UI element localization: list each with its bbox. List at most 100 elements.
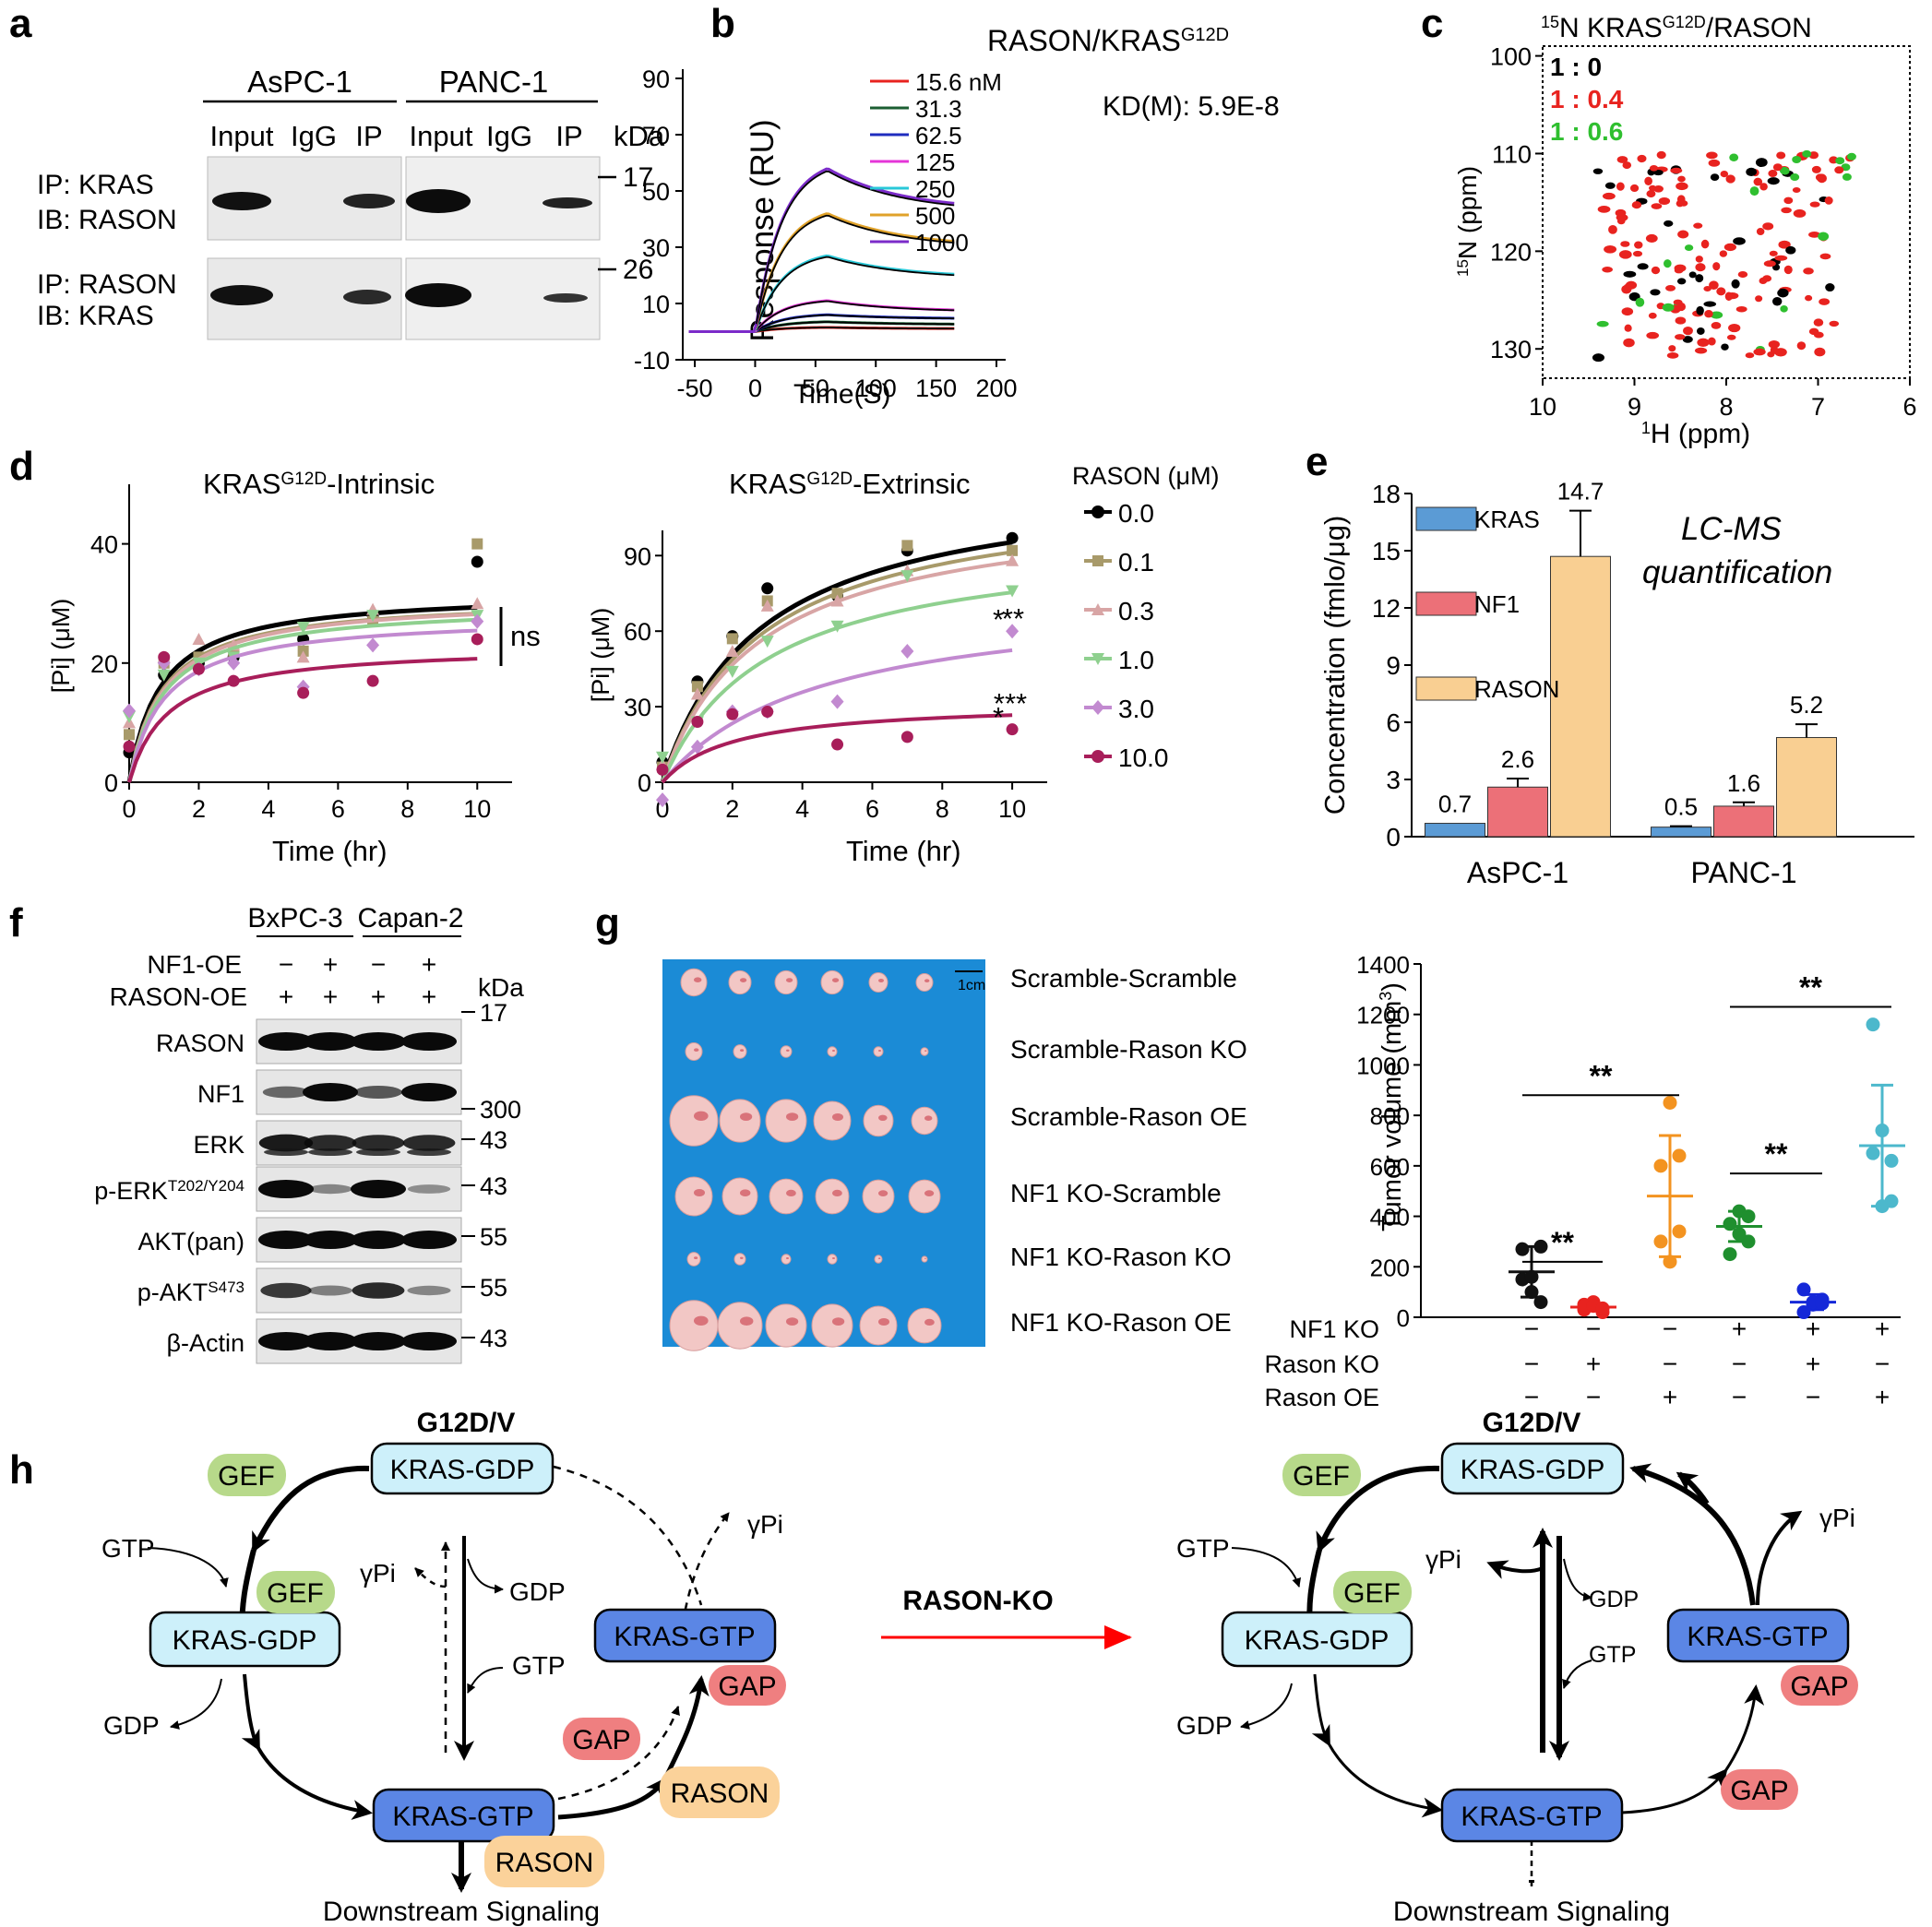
y-tick-label: 20 — [90, 650, 118, 678]
data-point — [1524, 1285, 1539, 1300]
blot-band — [343, 290, 391, 304]
x-tick-label: 10 — [998, 795, 1026, 823]
legend-label: 0.0 — [1118, 499, 1154, 528]
gdp-label: GDP — [509, 1577, 566, 1606]
fit-curve — [127, 628, 478, 783]
x-axis-text: H (ppm) — [1651, 419, 1750, 449]
blot-band — [407, 1184, 451, 1194]
nmr-peak — [1697, 338, 1710, 347]
gdp-release-arrow — [170, 1678, 222, 1730]
blot-name: RASON — [156, 1029, 244, 1057]
nmr-peak — [1695, 274, 1704, 283]
nmr-peak — [1725, 174, 1735, 184]
nmr-peak — [1615, 208, 1627, 217]
tumor — [722, 1177, 758, 1216]
nmr-peak — [1646, 331, 1660, 339]
panel-c: c 15N KRASG12D/RASON 1 : 0 1 : 0.4 1 : 0… — [1421, 1, 1917, 449]
data-point — [1723, 1247, 1737, 1262]
data-point — [831, 738, 844, 751]
nmr-peak — [1726, 334, 1736, 340]
tumor — [815, 1178, 850, 1215]
y-tick-label: 40 — [90, 531, 118, 559]
cycle-arrow — [1629, 1463, 1756, 1606]
nmr-peak — [1682, 336, 1693, 343]
title-main: RASON/KRAS — [987, 24, 1181, 57]
title-isotope: 15 — [1541, 13, 1559, 31]
nmr-peak — [1815, 173, 1825, 182]
data-point — [157, 669, 171, 682]
significance-marker: * — [993, 701, 1004, 733]
nmr-peak — [1825, 283, 1835, 292]
x-axis-label: Time(S) — [793, 379, 891, 410]
nmr-peak — [1703, 285, 1711, 291]
data-point — [830, 594, 844, 607]
panel-g: g 1cm Scramble-Scramble Scramble-Rason K… — [595, 900, 1905, 1411]
nmr-plot-area: 100 110 120 130 10 9 8 7 6 — [1490, 43, 1917, 421]
blot-name: β-Actin — [166, 1329, 244, 1357]
nmr-peak — [1694, 347, 1708, 354]
factor-sign: + — [1875, 1314, 1890, 1343]
blot-band — [212, 192, 271, 210]
nmr-peak — [1716, 287, 1726, 296]
y-tick-label: 800 — [1370, 1102, 1410, 1130]
intrinsic-plot-area: 0 20 40 0 2 4 6 8 10 — [90, 484, 512, 823]
kras-gtp-node — [1440, 1788, 1624, 1843]
cycle-arrow — [1311, 1673, 1330, 1747]
tumor-vessel — [740, 1112, 753, 1121]
tumor — [868, 972, 888, 993]
legend-label: 62.5 — [915, 122, 962, 149]
kd-annotation: KD(M): 5.9E-8 — [1103, 91, 1280, 122]
tumor-photo — [662, 959, 985, 1347]
bar — [1776, 737, 1837, 838]
marker-label: 43 — [480, 1172, 507, 1200]
nmr-peak — [1674, 267, 1684, 274]
tumor-vessel — [924, 1318, 935, 1326]
legend-title: RASON (μM) — [1072, 462, 1220, 490]
tumor-vessel — [924, 979, 930, 982]
fit-curve — [756, 300, 955, 331]
blot-superscript: S473 — [208, 1279, 244, 1296]
sign: + — [422, 950, 436, 979]
gamma-pi-label: γPi — [360, 1559, 396, 1588]
row-label: NF1 KO-Rason OE — [1010, 1308, 1232, 1337]
cycle-arrow — [1723, 1684, 1765, 1772]
panel-letter: h — [9, 1447, 34, 1493]
data-point — [366, 637, 380, 653]
blot-name: AKT(pan) — [137, 1228, 244, 1255]
data-point — [471, 597, 484, 610]
nmr-peak — [1780, 167, 1790, 175]
blot-band — [308, 1285, 352, 1296]
data-point — [471, 555, 483, 568]
title-main: KRAS — [203, 468, 280, 500]
x-category-label: PANC-1 — [1691, 856, 1797, 889]
nmr-peak — [1625, 280, 1638, 290]
data-point — [760, 636, 774, 648]
cycle-arrow — [251, 1465, 370, 1553]
data-point — [1866, 1146, 1880, 1160]
x-tick-label: 150 — [915, 375, 957, 402]
kras-gdp-node — [1221, 1611, 1413, 1668]
tumor-vessel — [832, 1050, 835, 1052]
nmr-peak — [1664, 284, 1676, 291]
nmr-peak — [1813, 318, 1824, 327]
nmr-peak — [1776, 151, 1786, 160]
y-axis-isotope: 15 — [1454, 259, 1472, 277]
nmr-peak — [1724, 291, 1733, 302]
nmr-peak — [1634, 241, 1643, 249]
node-label: KRAS-GDP — [390, 1455, 535, 1485]
nmr-peak — [1621, 307, 1634, 316]
kras-gdp-node — [370, 1442, 555, 1495]
gtp-label: GTP — [1176, 1534, 1230, 1563]
gdp-release-arrow — [1240, 1683, 1293, 1730]
nmr-peak — [1846, 152, 1856, 161]
wt-cycle-diagram: G12D/V KRAS-GDP KRAS-GDP KR — [101, 1408, 786, 1927]
nmr-peak — [1802, 149, 1812, 158]
gamma-pi-arrow — [414, 1567, 447, 1588]
blot-band — [407, 1148, 451, 1156]
gtp-binding-arrow — [147, 1547, 229, 1588]
factor-sign: − — [1732, 1350, 1747, 1378]
tumor — [921, 1255, 928, 1263]
sign: + — [422, 982, 436, 1011]
y-tick-label: 130 — [1490, 336, 1532, 363]
y-tick-label: 120 — [1490, 238, 1532, 266]
